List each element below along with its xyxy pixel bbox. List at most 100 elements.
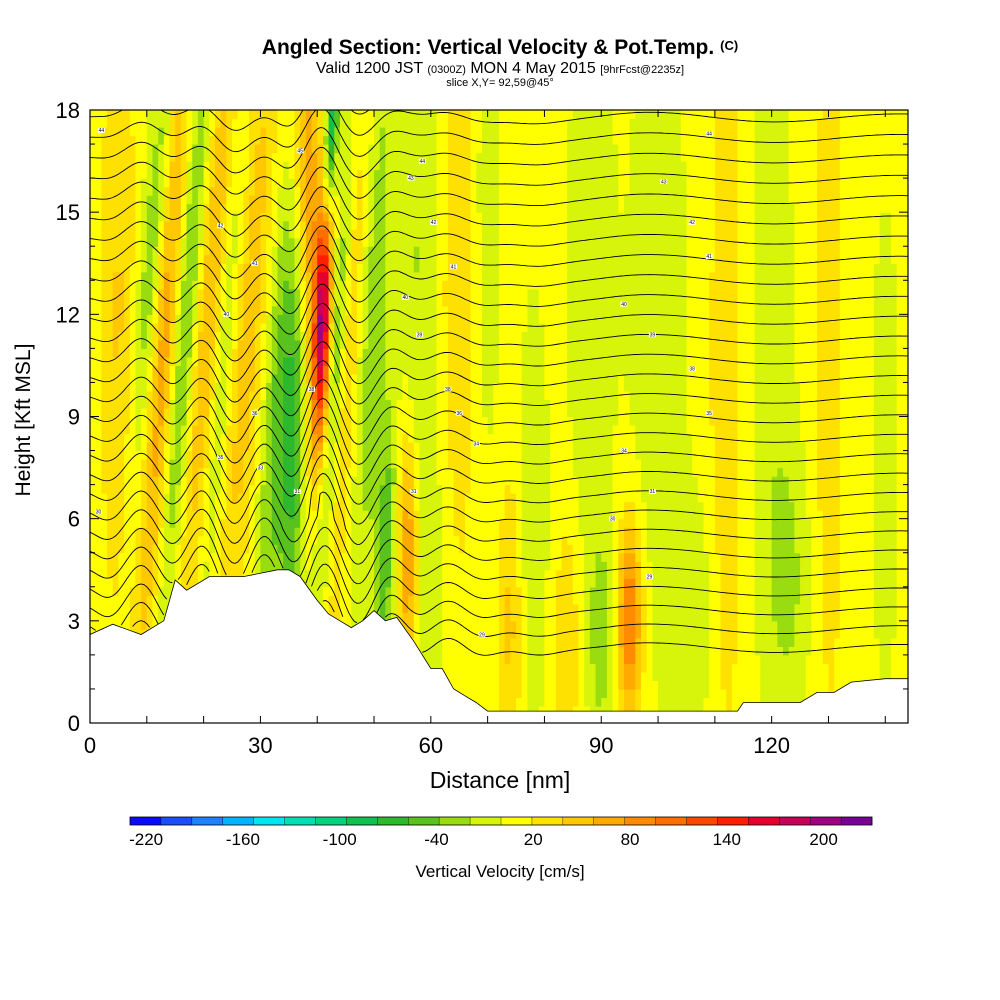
velocity-cell [425, 110, 432, 120]
velocity-cell [129, 467, 137, 477]
velocity-cell [220, 399, 227, 409]
velocity-cell [334, 510, 341, 520]
velocity-cell [277, 552, 284, 562]
velocity-cell [129, 331, 137, 341]
velocity-cell [141, 356, 148, 367]
velocity-cell [288, 178, 296, 188]
velocity-cell [95, 527, 102, 537]
velocity-cell [328, 561, 335, 571]
velocity-cell [90, 152, 97, 162]
velocity-cell [391, 161, 398, 171]
velocity-cell [419, 612, 426, 622]
velocity-cell [470, 416, 477, 426]
velocity-cell [442, 595, 449, 605]
velocity-cell [141, 535, 148, 545]
velocity-cell [152, 254, 159, 264]
velocity-cell [374, 161, 381, 171]
velocity-cell [447, 544, 455, 554]
velocity-cell [476, 127, 483, 137]
velocity-cell [436, 322, 443, 332]
velocity-cell [442, 246, 449, 256]
velocity-cell [186, 195, 193, 205]
velocity-cell [453, 246, 460, 256]
velocity-cell [124, 527, 131, 537]
velocity-cell [351, 527, 358, 537]
velocity-cell [260, 161, 267, 171]
velocity-cell [271, 348, 279, 358]
velocity-cell [271, 552, 279, 562]
velocity-cell [368, 552, 375, 562]
velocity-cell [146, 356, 154, 367]
velocity-cell [135, 127, 142, 137]
velocity-cell [186, 288, 193, 298]
velocity-cell [419, 433, 426, 443]
velocity-cell [379, 527, 386, 537]
velocity-cell [305, 416, 313, 426]
velocity-cell [129, 518, 137, 528]
velocity-cell [260, 110, 267, 120]
velocity-cell [107, 314, 114, 324]
velocity-cell [141, 186, 148, 196]
velocity-cell [356, 118, 364, 128]
velocity-cell [345, 552, 352, 562]
velocity-cell [266, 314, 273, 324]
velocity-cell [385, 467, 392, 477]
velocity-cell [118, 603, 125, 613]
velocity-cell [430, 663, 438, 673]
velocity-cell [317, 331, 324, 341]
velocity-cell [118, 535, 125, 545]
velocity-cell [305, 535, 313, 545]
velocity-cell [351, 416, 358, 426]
velocity-cell [237, 501, 244, 511]
velocity-cell [459, 442, 466, 452]
velocity-cell [169, 144, 176, 154]
velocity-cell [476, 254, 483, 264]
velocity-cell [447, 467, 455, 477]
velocity-cell [345, 399, 352, 409]
velocity-cell [356, 229, 364, 239]
velocity-cell [146, 544, 154, 554]
velocity-cell [107, 246, 114, 256]
velocity-cell [95, 467, 102, 477]
velocity-cell [266, 280, 273, 290]
velocity-cell [362, 425, 369, 435]
velocity-cell [141, 450, 148, 460]
velocity-cell [283, 297, 290, 307]
velocity-cell [124, 433, 131, 443]
velocity-cell [124, 518, 131, 528]
velocity-cell [266, 220, 273, 230]
velocity-cell [107, 450, 114, 460]
velocity-cell [311, 399, 318, 409]
velocity-cell [322, 459, 330, 469]
velocity-cell [391, 578, 398, 588]
velocity-cell [95, 586, 102, 596]
velocity-cell [470, 118, 477, 128]
velocity-cell [334, 552, 341, 562]
velocity-cell [186, 442, 193, 452]
velocity-cell [260, 535, 267, 545]
velocity-cell [368, 135, 375, 145]
velocity-cell [135, 425, 142, 435]
velocity-cell [101, 595, 108, 605]
velocity-cell [266, 407, 273, 418]
velocity-cell [158, 569, 165, 579]
velocity-cell [294, 442, 301, 452]
velocity-cell [368, 220, 375, 230]
velocity-cell [101, 186, 108, 196]
velocity-cell [90, 544, 97, 554]
velocity-cell [180, 518, 188, 528]
velocity-cell [175, 407, 182, 418]
velocity-cell [129, 416, 137, 426]
velocity-cell [470, 195, 477, 205]
velocity-cell [129, 118, 137, 128]
velocity-cell [271, 476, 279, 486]
velocity-cell [232, 297, 239, 307]
velocity-cell [442, 339, 449, 349]
velocity-cell [129, 595, 137, 605]
velocity-cell [186, 152, 193, 162]
velocity-cell [402, 450, 409, 460]
velocity-cell [135, 544, 142, 554]
velocity-cell [180, 407, 188, 418]
velocity-cell [351, 382, 358, 392]
velocity-cell [470, 144, 477, 154]
